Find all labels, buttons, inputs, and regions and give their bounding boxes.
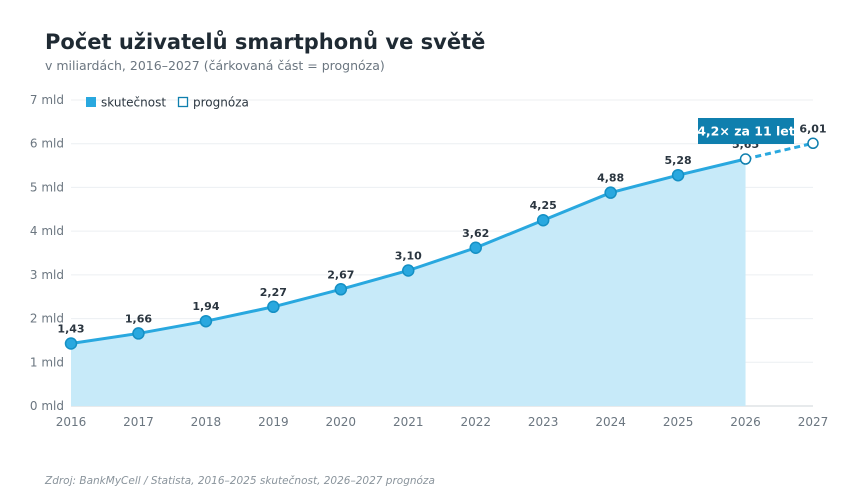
x-tick-label: 2023 bbox=[528, 415, 559, 429]
callout-annotation: 4,2× za 11 let bbox=[697, 118, 795, 144]
data-points bbox=[64, 137, 819, 350]
data-point-actual bbox=[334, 283, 348, 296]
legend-swatch-forecast bbox=[177, 96, 189, 108]
data-point-actual bbox=[132, 327, 145, 340]
callout-text: 4,2× za 11 let bbox=[697, 124, 795, 139]
data-point-actual bbox=[199, 314, 213, 328]
y-tick-label: 7 mld bbox=[30, 93, 64, 107]
data-label: 5,28 bbox=[665, 154, 692, 167]
x-tick-label: 2020 bbox=[326, 415, 357, 429]
chart-title: Počet uživatelů smartphonů ve světě bbox=[45, 30, 486, 54]
data-label: 4,25 bbox=[530, 199, 557, 212]
y-tick-label: 0 mld bbox=[30, 399, 64, 413]
y-tick-label: 6 mld bbox=[30, 137, 64, 151]
data-point-forecast bbox=[739, 153, 752, 165]
data-label: 4,88 bbox=[597, 172, 624, 185]
x-tick-label: 2021 bbox=[393, 415, 424, 429]
data-label: 1,94 bbox=[192, 300, 219, 313]
x-tick-label: 2017 bbox=[123, 415, 154, 429]
data-label: 1,43 bbox=[57, 322, 84, 335]
y-tick-label: 1 mld bbox=[30, 355, 64, 369]
data-label: 3,10 bbox=[395, 249, 422, 262]
series-line-forecast bbox=[745, 141, 814, 161]
x-tick-label: 2025 bbox=[663, 415, 694, 429]
y-axis: 0 mld 1 mld 2 mld 3 mld 4 mld 5 mld 6 mld 7 mld bbox=[30, 93, 64, 413]
x-tick-label: 2026 bbox=[730, 415, 761, 429]
y-tick-label: 2 mld bbox=[30, 312, 64, 326]
data-label: 1,66 bbox=[125, 312, 152, 325]
legend-label-actual: skutečnost bbox=[101, 96, 166, 110]
y-tick-label: 5 mld bbox=[30, 180, 64, 194]
callout-box bbox=[698, 118, 794, 144]
data-label: 2,27 bbox=[260, 286, 287, 299]
y-tick-label: 4 mld bbox=[30, 224, 64, 238]
data-point-actual bbox=[536, 213, 550, 227]
x-tick-label: 2016 bbox=[56, 415, 87, 429]
x-axis: 2016 2017 2018 2019 2020 2021 2022 2023 2024 2025… bbox=[56, 415, 829, 429]
y-tick-label: 3 mld bbox=[30, 268, 64, 282]
legend: skutečnost prognóza bbox=[86, 96, 249, 110]
data-point-actual bbox=[469, 241, 482, 255]
data-label: 3,62 bbox=[462, 227, 489, 240]
x-tick-label: 2024 bbox=[595, 415, 626, 429]
data-point-actual bbox=[671, 168, 685, 182]
x-tick-label: 2022 bbox=[460, 415, 491, 429]
data-point-actual bbox=[267, 300, 280, 314]
legend-swatch-actual bbox=[86, 97, 96, 107]
area-fill-actual bbox=[71, 159, 746, 406]
x-tick-label: 2019 bbox=[258, 415, 289, 429]
x-tick-label: 2027 bbox=[798, 415, 829, 429]
area-layer bbox=[71, 159, 746, 406]
x-tick-label: 2018 bbox=[191, 415, 222, 429]
data-label: 6,01 bbox=[799, 122, 826, 135]
legend-label-forecast: prognóza bbox=[193, 96, 249, 110]
data-point-actual bbox=[604, 186, 617, 199]
data-point-actual bbox=[402, 264, 415, 277]
data-labels: 1,43 1,66 1,94 2,27 2,67 3,10 3,62 4,25 4,88 5,28… bbox=[57, 122, 826, 335]
data-point-actual bbox=[64, 337, 78, 350]
chart-source: Zdroj: BankMyCell / Statista, 2016–2025 … bbox=[45, 475, 435, 487]
data-point-forecast bbox=[807, 137, 819, 150]
data-label: 2,67 bbox=[327, 268, 354, 281]
chart-subtitle: v miliardách, 2016–2027 (čárkovaná část … bbox=[45, 58, 385, 73]
